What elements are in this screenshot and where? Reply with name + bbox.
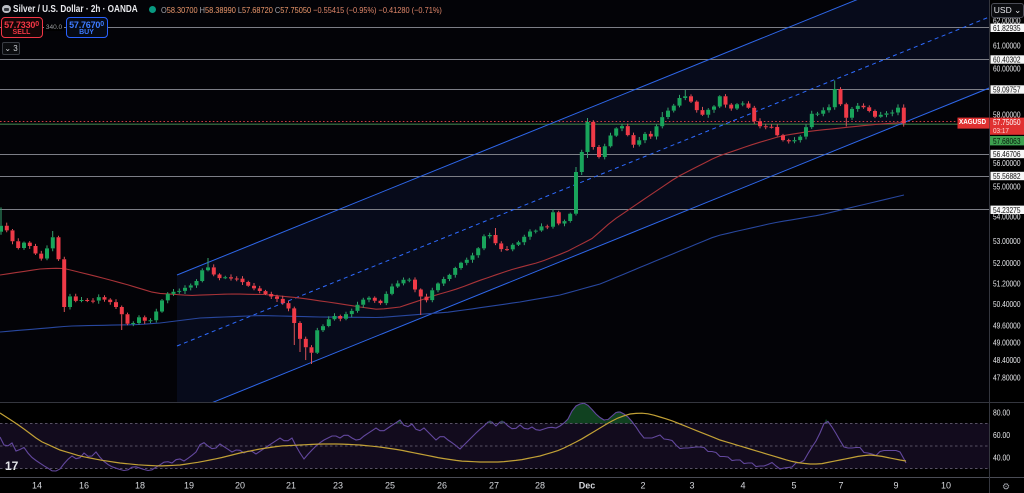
svg-text:18: 18 [135,481,145,491]
svg-text:57.68063: 57.68063 [993,137,1021,146]
svg-text:51.20000: 51.20000 [993,280,1021,289]
svg-text:56.46706: 56.46706 [993,150,1021,159]
svg-text:60.40302: 60.40302 [993,56,1021,65]
svg-text:80.00: 80.00 [993,409,1010,418]
svg-text:03:17: 03:17 [993,126,1009,135]
svg-text:4: 4 [740,481,745,491]
svg-text:7: 7 [838,481,843,491]
svg-text:61.00000: 61.00000 [993,42,1021,51]
svg-text:60.00: 60.00 [993,431,1010,440]
svg-text:49.00000: 49.00000 [993,339,1021,348]
svg-text:17: 17 [5,459,19,473]
svg-text:10: 10 [941,481,951,491]
svg-text:53.00000: 53.00000 [993,237,1021,246]
svg-text:20: 20 [235,481,245,491]
svg-text:26: 26 [437,481,447,491]
svg-text:27: 27 [489,481,499,491]
svg-text:54.23275: 54.23275 [993,206,1021,215]
svg-text:Dec: Dec [579,481,596,491]
svg-text:48.40000: 48.40000 [993,356,1021,365]
svg-text:⚙: ⚙ [1002,482,1010,492]
svg-text:58.00000: 58.00000 [993,111,1021,120]
svg-text:50.40000: 50.40000 [993,300,1021,309]
svg-text:28: 28 [535,481,545,491]
svg-text:61.82935: 61.82935 [993,24,1021,33]
svg-text:54.00000: 54.00000 [993,213,1021,222]
svg-text:47.80000: 47.80000 [993,374,1021,383]
svg-text:19: 19 [184,481,194,491]
svg-text:2: 2 [640,481,645,491]
svg-text:56.00000: 56.00000 [993,159,1021,168]
svg-text:9: 9 [893,481,898,491]
svg-text:49.60000: 49.60000 [993,322,1021,331]
svg-text:52.00000: 52.00000 [993,259,1021,268]
svg-text:21: 21 [286,481,296,491]
svg-text:57.75050: 57.75050 [993,118,1021,127]
svg-text:25: 25 [385,481,395,491]
svg-text:60.00000: 60.00000 [993,64,1021,73]
svg-text:5: 5 [791,481,796,491]
svg-text:62.00000: 62.00000 [993,17,1021,26]
svg-text:59.09757: 59.09757 [993,86,1021,95]
svg-text:XAGUSD: XAGUSD [959,117,986,126]
svg-text:55.56882: 55.56882 [993,172,1021,181]
svg-text:55.00000: 55.00000 [993,183,1021,192]
svg-text:23: 23 [333,481,343,491]
svg-text:16: 16 [79,481,89,491]
svg-text:40.00: 40.00 [993,454,1010,463]
svg-text:14: 14 [32,481,42,491]
svg-text:3: 3 [689,481,694,491]
